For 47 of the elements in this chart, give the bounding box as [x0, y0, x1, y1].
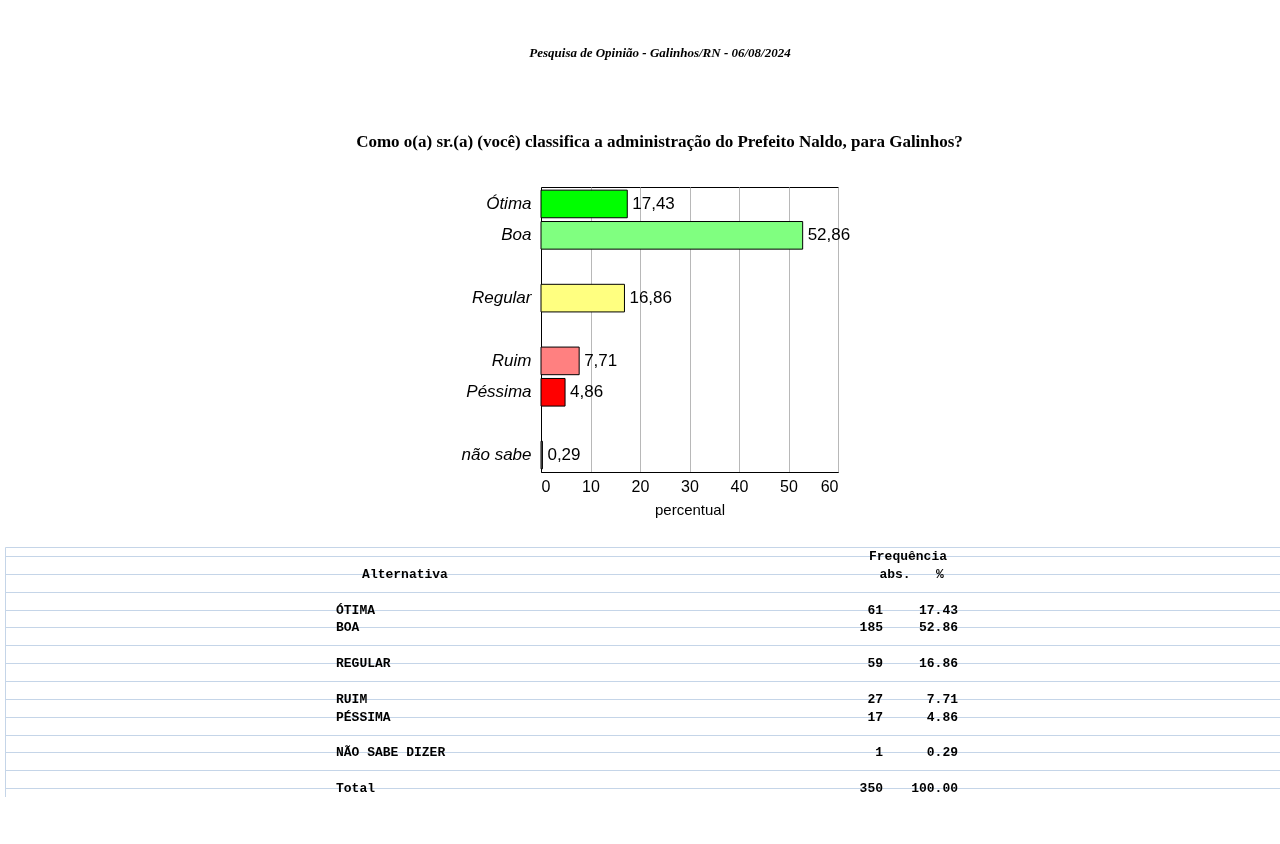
x-tick-label: 0 — [541, 477, 551, 495]
data-label: 17,43 — [632, 193, 675, 213]
data-label: 7.71 — [926, 691, 959, 707]
data-label: 185 — [859, 620, 884, 636]
data-label: 27 — [867, 691, 883, 707]
legend-title: Frequência — [868, 548, 948, 564]
data-label: 0.29 — [926, 745, 959, 761]
y-tick-label: Regular — [471, 288, 533, 308]
series-label: abs. — [879, 566, 911, 582]
data-label: 52.86 — [918, 620, 959, 636]
data-label: 17.43 — [918, 602, 959, 618]
data-label: 16,86 — [629, 288, 672, 308]
data-label: 16.86 — [918, 656, 959, 672]
text: Alternativa — [362, 566, 449, 582]
x-tick-label: 40 — [730, 477, 749, 495]
x-tick-label: 60 — [820, 477, 839, 495]
x-tick-label: 10 — [582, 477, 600, 495]
category-label: BOA — [336, 620, 360, 636]
data-label: 17 — [867, 709, 883, 725]
data-label: 1 — [875, 745, 884, 761]
y-tick-label: não sabe — [461, 445, 532, 465]
x-tick-label: 50 — [780, 477, 798, 495]
y-tick-label: Ótima — [486, 193, 532, 213]
x-tick-label: 30 — [681, 477, 699, 495]
data-label: 350 — [859, 781, 884, 797]
data-label: 100.00 — [911, 781, 959, 797]
category-label: RUIM — [336, 691, 368, 707]
text: % — [936, 566, 945, 582]
category-label: Total — [336, 781, 376, 797]
data-label: 0,29 — [547, 445, 581, 465]
data-label: 52,86 — [807, 225, 851, 245]
data-label: 4.86 — [926, 709, 959, 725]
y-tick-label: Boa — [501, 225, 532, 245]
x-tick-label: 20 — [631, 477, 650, 495]
y-tick-label: Ruim — [491, 350, 532, 370]
data-label: 59 — [867, 656, 884, 672]
data-label: 4,86 — [570, 382, 604, 402]
chart-title: Como o(a) sr.(a) (você) classifica a administração do Prefeito Naldo, para Galinhos? — [356, 132, 963, 151]
y-tick-label: Péssima — [466, 382, 532, 402]
data-label: 61 — [867, 602, 884, 618]
data-label: 7,71 — [584, 350, 618, 370]
category-label: REGULAR — [336, 656, 391, 672]
category-label: PÉSSIMA — [336, 709, 391, 725]
text: Pesquisa de Opinião - Galinhos/RN - 06/08/2024 — [529, 45, 792, 60]
category-label: NÃO SABE DIZER — [336, 745, 446, 761]
x-axis-title: percentual — [654, 500, 726, 518]
category-label: ÓTIMA — [336, 602, 376, 618]
